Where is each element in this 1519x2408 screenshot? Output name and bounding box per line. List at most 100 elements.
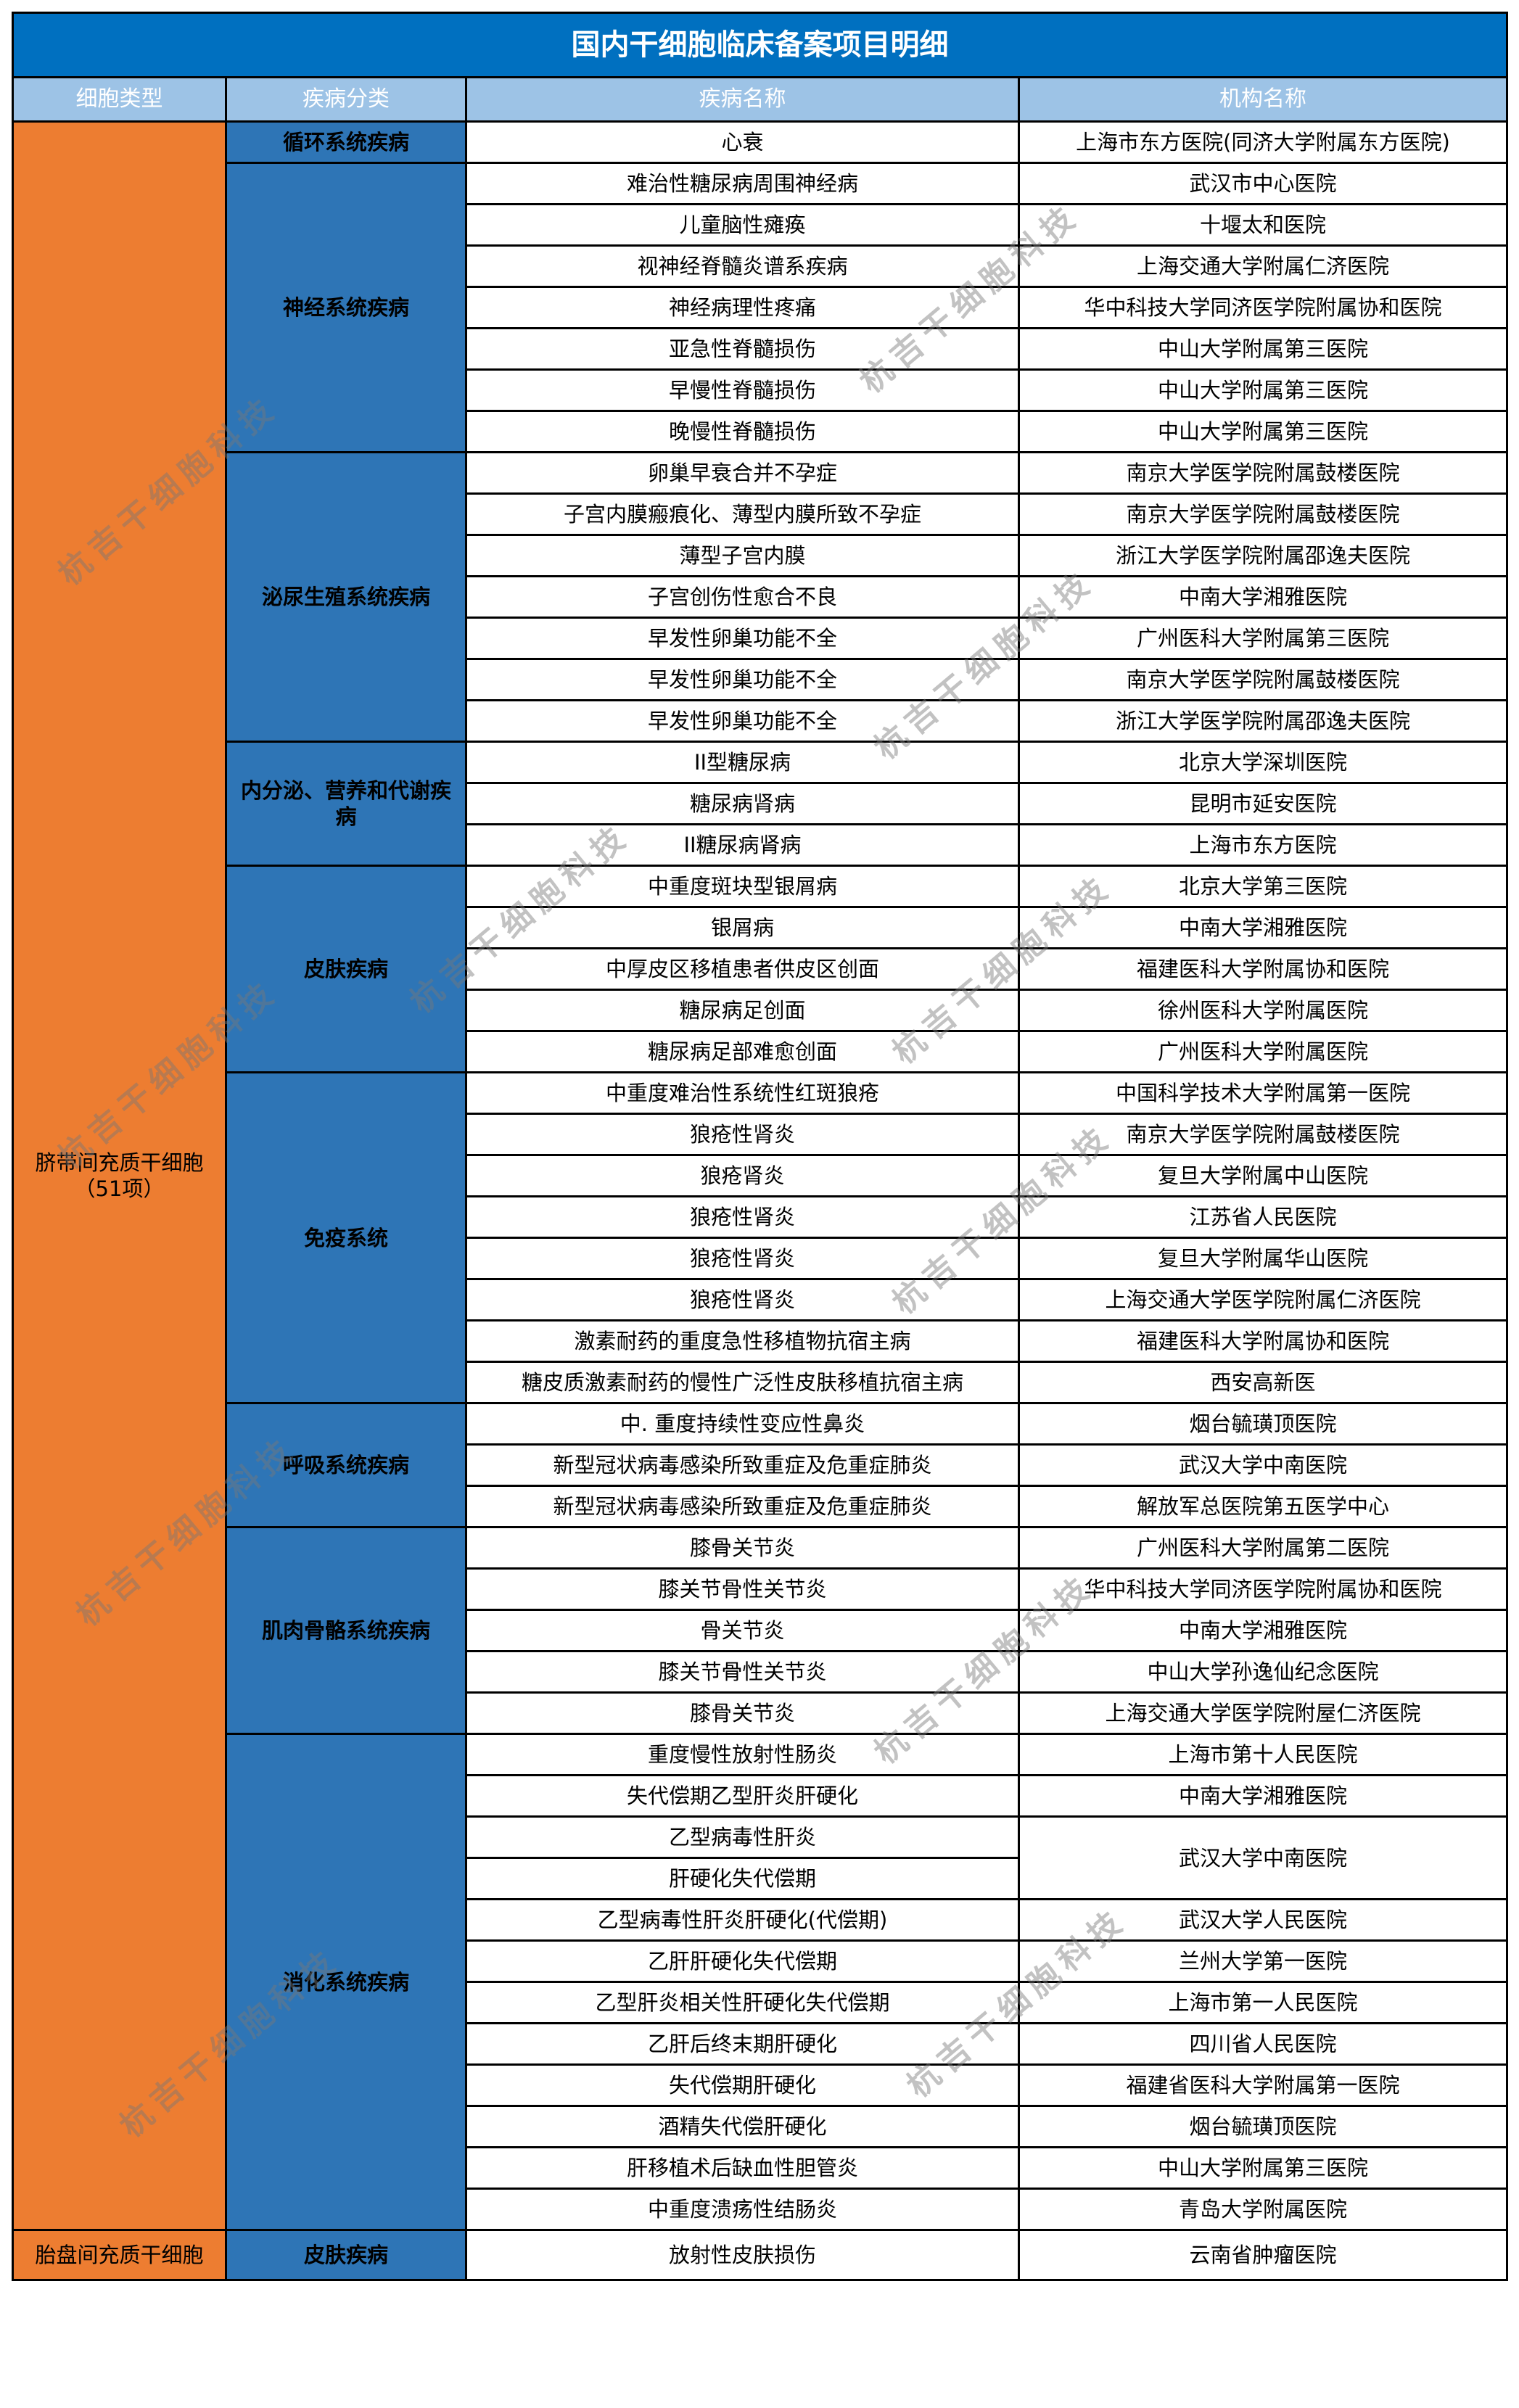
table-row: 呼吸系统疾病 中. 重度持续性变应性鼻炎 烟台毓璜顶医院 xyxy=(13,1402,1508,1528)
institution-cell: 南京大学医学院附属鼓楼医院 xyxy=(1018,1113,1508,1156)
institution-cell: 广州医科大学附属医院 xyxy=(1018,1030,1508,1073)
disease-name-cell: 糖尿病足创面 xyxy=(465,989,1020,1032)
institution-cell: 徐州医科大学附属医院 xyxy=(1018,989,1508,1032)
table-row: 皮肤疾病 中重度斑块型银屑病 北京大学第三医院 xyxy=(13,865,1508,1073)
table-row: 视神经脊髓炎谱系疾病 上海交通大学附属仁济医院 xyxy=(13,244,1508,288)
table-row: 中厚皮区移植患者供皮区创面 福建医科大学附属协和医院 xyxy=(13,947,1508,991)
disease-name-cell: 中. 重度持续性变应性鼻炎 xyxy=(465,1402,1020,1446)
institution-cell: 中南大学湘雅医院 xyxy=(1018,906,1508,949)
disease-category-cell: 神经系统疾病 xyxy=(225,162,467,453)
disease-name-cell: 中重度斑块型银屑病 xyxy=(465,865,1020,908)
table-row: 失代偿期肝硬化 福建省医科大学附属第一医院 xyxy=(13,2063,1508,2107)
institution-cell: 青岛大学附属医院 xyxy=(1018,2188,1508,2231)
institution-cell: 烟台毓璜顶医院 xyxy=(1018,1402,1508,1446)
disease-name-cell: 膝关节骨性关节炎 xyxy=(465,1567,1020,1611)
disease-category-cell: 免疫系统 xyxy=(225,1071,467,1404)
table-row: 膝关节骨性关节炎 中山大学孙逸仙纪念医院 xyxy=(13,1650,1508,1694)
disease-name-cell: 神经病理性疼痛 xyxy=(465,286,1020,329)
table-row: 新型冠状病毒感染所致重症及危重症肺炎 武汉大学中南医院 xyxy=(13,1443,1508,1487)
table-row: 神经系统疾病 难治性糖尿病周围神经病 武汉市中心医院 xyxy=(13,162,1508,453)
table-row: 银屑病 中南大学湘雅医院 xyxy=(13,906,1508,949)
disease-name-cell: 视神经脊髓炎谱系疾病 xyxy=(465,244,1020,288)
table-row: 失代偿期乙型肝炎肝硬化 中南大学湘雅医院 xyxy=(13,1774,1508,1818)
cell-type-cell: 脐带间充质干细胞（51项） xyxy=(12,120,227,2231)
institution-cell: 复旦大学附属华山医院 xyxy=(1018,1237,1508,1280)
institution-cell: 中山大学附属第三医院 xyxy=(1018,410,1508,453)
institution-cell: 广州医科大学附属第二医院 xyxy=(1018,1526,1508,1570)
institution-cell: 中南大学湘雅医院 xyxy=(1018,1609,1508,1652)
table-row: 早发性卵巢功能不全 南京大学医学院附属鼓楼医院 xyxy=(13,658,1508,701)
institution-cell: 昆明市延安医院 xyxy=(1018,782,1508,825)
disease-name-cell: 糖皮质激素耐药的慢性广泛性皮肤移植抗宿主病 xyxy=(465,1361,1020,1404)
disease-name-cell: 失代偿期肝硬化 xyxy=(465,2063,1020,2107)
institution-cell: 云南省肿瘤医院 xyxy=(1018,2229,1508,2281)
disease-name-cell: 乙型病毒性肝炎肝硬化(代偿期) xyxy=(465,1898,1020,1942)
institution-cell: 福建医科大学附属协和医院 xyxy=(1018,1319,1508,1363)
institution-cell: 北京大学深圳医院 xyxy=(1018,741,1508,784)
disease-name-cell: 膝关节骨性关节炎 xyxy=(465,1650,1020,1694)
disease-category-cell: 内分泌、营养和代谢疾病 xyxy=(225,741,467,867)
table-row: 肝移植术后缺血性胆管炎 中山大学附属第三医院 xyxy=(13,2146,1508,2190)
table-row: 狼疮性肾炎 南京大学医学院附属鼓楼医院 xyxy=(13,1113,1508,1156)
institution-cell: 中山大学孙逸仙纪念医院 xyxy=(1018,1650,1508,1694)
institution-cell: 西安高新医 xyxy=(1018,1361,1508,1404)
institution-cell: 四川省人民医院 xyxy=(1018,2022,1508,2066)
disease-name-cell: 新型冠状病毒感染所致重症及危重症肺炎 xyxy=(465,1485,1020,1528)
table-row: 糖尿病足创面 徐州医科大学附属医院 xyxy=(13,989,1508,1032)
disease-name-cell: 失代偿期乙型肝炎肝硬化 xyxy=(465,1774,1020,1818)
table-row: 乙型病毒性肝炎肝硬化(代偿期) 武汉大学人民医院 xyxy=(13,1898,1508,1942)
disease-name-cell: 卵巢早衰合并不孕症 xyxy=(465,451,1020,495)
institution-cell: 浙江大学医学院附属邵逸夫医院 xyxy=(1018,534,1508,577)
filing-table: 国内干细胞临床备案项目明细 细胞类型 疾病分类 疾病名称 机构名称 脐带间充质干… xyxy=(12,12,1508,2281)
table-row: 狼疮性肾炎 江苏省人民医院 xyxy=(13,1195,1508,1239)
filing-table-container: 国内干细胞临床备案项目明细 细胞类型 疾病分类 疾病名称 机构名称 脐带间充质干… xyxy=(12,12,1508,2281)
table-row: 酒精失代偿肝硬化 烟台毓璜顶医院 xyxy=(13,2105,1508,2148)
disease-name-cell: 骨关节炎 xyxy=(465,1609,1020,1652)
institution-cell: 南京大学医学院附属鼓楼医院 xyxy=(1018,451,1508,495)
institution-cell: 上海交通大学医学院附属仁济医院 xyxy=(1018,1278,1508,1321)
disease-name-cell: 乙型病毒性肝炎 xyxy=(465,1815,1020,1859)
table-row: 狼疮性肾炎 上海交通大学医学院附属仁济医院 xyxy=(13,1278,1508,1321)
institution-cell: 中山大学附属第三医院 xyxy=(1018,2146,1508,2190)
table-row: 儿童脑性瘫痪 十堰太和医院 xyxy=(13,203,1508,247)
table-row: 乙肝后终末期肝硬化 四川省人民医院 xyxy=(13,2022,1508,2066)
table-row: 膝关节骨性关节炎 华中科技大学同济医学院附属协和医院 xyxy=(13,1567,1508,1611)
table-title: 国内干细胞临床备案项目明细 xyxy=(12,12,1508,78)
table-row: 肝硬化失代偿期 xyxy=(13,1857,1507,1900)
institution-cell: 上海交通大学附属仁济医院 xyxy=(1018,244,1508,288)
disease-name-cell: 糖尿病肾病 xyxy=(465,782,1020,825)
disease-name-cell: 薄型子宫内膜 xyxy=(465,534,1020,577)
institution-cell: 武汉大学中南医院 xyxy=(1018,1815,1508,1900)
table-row: 子宫内膜瘢痕化、薄型内膜所致不孕症 南京大学医学院附属鼓楼医院 xyxy=(13,492,1508,536)
institution-cell: 中山大学附属第三医院 xyxy=(1018,368,1508,412)
header-disease-name: 疾病名称 xyxy=(465,76,1020,123)
cell-type-cell: 胎盘间充质干细胞 xyxy=(12,2229,227,2281)
disease-name-cell: II型糖尿病 xyxy=(465,741,1020,784)
institution-cell: 烟台毓璜顶医院 xyxy=(1018,2105,1508,2148)
table-row: 子宫创伤性愈合不良 中南大学湘雅医院 xyxy=(13,575,1508,619)
table-row: 亚急性脊髓损伤 中山大学附属第三医院 xyxy=(13,327,1508,371)
header-cell-type: 细胞类型 xyxy=(12,76,227,123)
disease-name-cell: 肝移植术后缺血性胆管炎 xyxy=(465,2146,1020,2190)
table-row: 晚慢性脊髓损伤 中山大学附属第三医院 xyxy=(13,410,1508,453)
header-institution: 机构名称 xyxy=(1018,76,1508,123)
table-row: II糖尿病肾病 上海市东方医院 xyxy=(13,823,1508,867)
table-row: 糖皮质激素耐药的慢性广泛性皮肤移植抗宿主病 西安高新医 xyxy=(13,1361,1508,1404)
institution-cell: 武汉大学中南医院 xyxy=(1018,1443,1508,1487)
disease-name-cell: II糖尿病肾病 xyxy=(465,823,1020,867)
table-row: 泌尿生殖系统疾病 卵巢早衰合并不孕症 南京大学医学院附属鼓楼医院 xyxy=(13,451,1508,743)
disease-name-cell: 狼疮性肾炎 xyxy=(465,1278,1020,1321)
table-row: 早发性卵巢功能不全 广州医科大学附属第三医院 xyxy=(13,617,1508,660)
table-row: 消化系统疾病 重度慢性放射性肠炎 上海市第十人民医院 xyxy=(13,1733,1508,2231)
institution-cell: 浙江大学医学院附属邵逸夫医院 xyxy=(1018,699,1508,743)
disease-name-cell: 狼疮性肾炎 xyxy=(465,1113,1020,1156)
disease-name-cell: 儿童脑性瘫痪 xyxy=(465,203,1020,247)
disease-category-cell: 皮肤疾病 xyxy=(225,2229,467,2281)
disease-name-cell: 早慢性脊髓损伤 xyxy=(465,368,1020,412)
disease-name-cell: 重度慢性放射性肠炎 xyxy=(465,1733,1020,1776)
disease-name-cell: 乙肝后终末期肝硬化 xyxy=(465,2022,1020,2066)
disease-name-cell: 中重度溃疡性结肠炎 xyxy=(465,2188,1020,2231)
table-body: 脐带间充质干细胞（51项） 循环系统疾病 心衰 上海市东方医院(同济大学附属东方医院)… xyxy=(12,120,1508,2281)
disease-name-cell: 中重度难治性系统性红斑狼疮 xyxy=(465,1071,1020,1115)
disease-name-cell: 肝硬化失代偿期 xyxy=(465,1857,1020,1900)
